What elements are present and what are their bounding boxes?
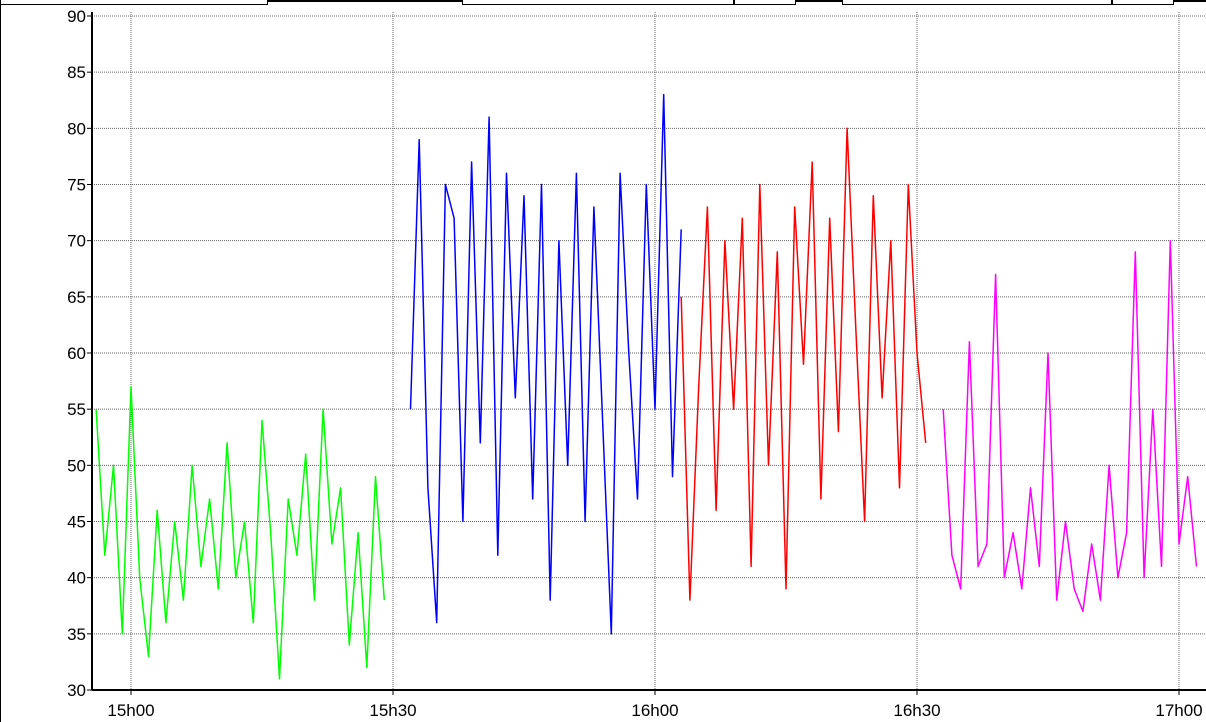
y-tick-label: 90 <box>67 7 86 26</box>
y-tick-label: 30 <box>67 681 86 700</box>
series-group <box>95 93 1198 680</box>
x-tick-label: 15h00 <box>107 701 154 720</box>
series-line-3 <box>680 127 927 601</box>
toolbar-dropdown-2[interactable] <box>1112 0 1174 5</box>
x-tick-label: 15h30 <box>369 701 416 720</box>
y-tick-label: 45 <box>67 513 86 532</box>
x-tick-label: 17h00 <box>1155 701 1202 720</box>
y-tick-label: 55 <box>67 400 86 419</box>
y-tick-label: 35 <box>67 625 86 644</box>
toolbar-field-3[interactable] <box>842 0 1112 5</box>
toolbar-dropdown-1[interactable] <box>734 0 796 5</box>
y-tick-label: 80 <box>67 119 86 138</box>
y-tick-label: 85 <box>67 63 86 82</box>
series-line-2 <box>409 93 682 635</box>
y-tick-label: 60 <box>67 344 86 363</box>
y-tick-label: 70 <box>67 232 86 251</box>
grid <box>92 12 1206 691</box>
series-line-4 <box>942 239 1198 613</box>
x-tick-label: 16h00 <box>631 701 678 720</box>
toolbar-field-2[interactable] <box>462 0 734 5</box>
toolbar-strip <box>0 0 1206 10</box>
y-tick-label: 40 <box>67 569 86 588</box>
series-line-1 <box>95 385 386 680</box>
tick-labels: 30 35 40 45 50 55 60 65 70 75 80 85 90 15h00 15h30 16h0… <box>67 7 1203 720</box>
y-tick-label: 50 <box>67 456 86 475</box>
x-tick-label: 16h30 <box>893 701 940 720</box>
y-tick-label: 65 <box>67 288 86 307</box>
y-tick-label: 75 <box>67 176 86 195</box>
